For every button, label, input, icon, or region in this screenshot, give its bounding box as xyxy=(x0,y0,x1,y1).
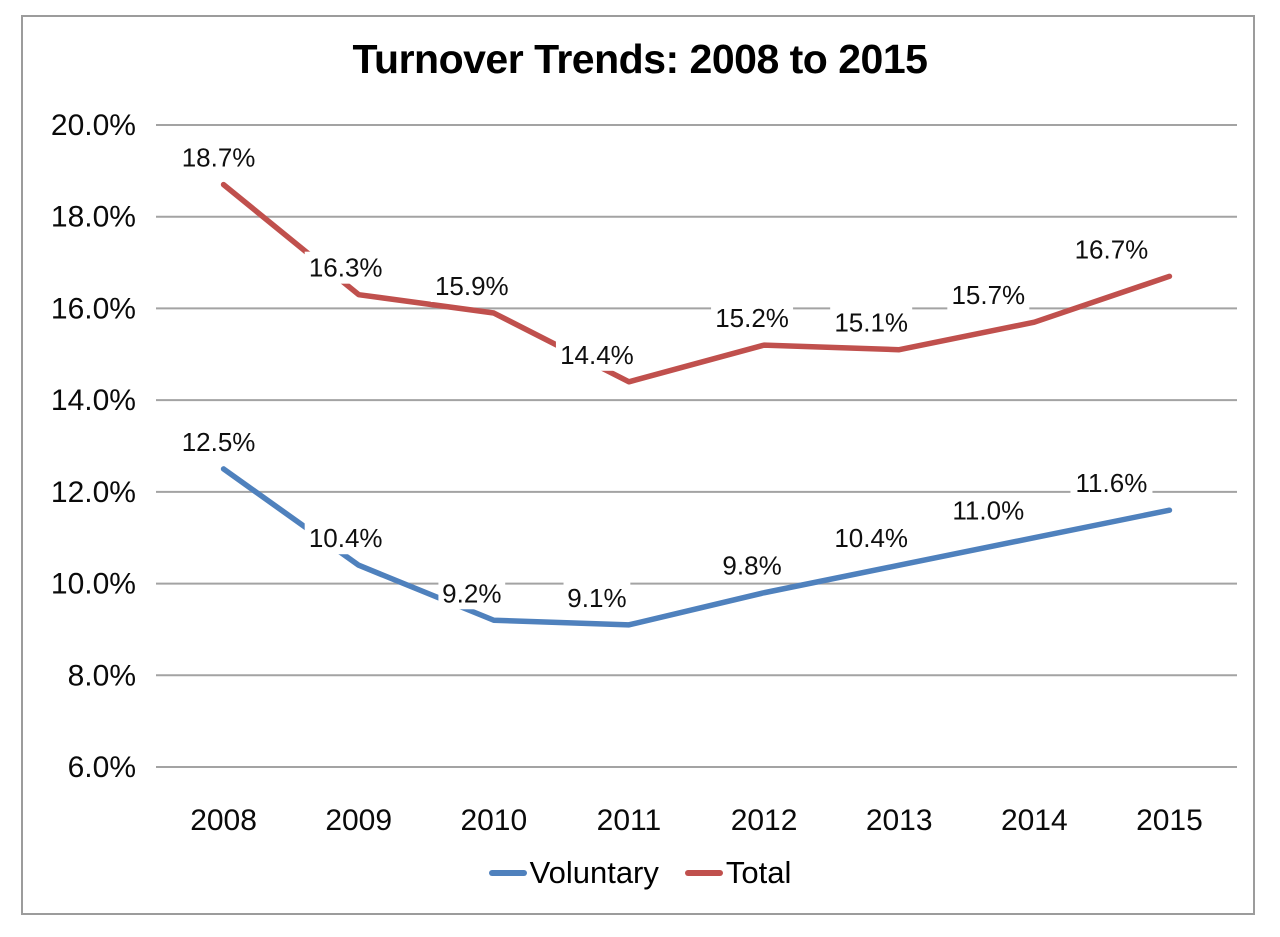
total-line-swatch xyxy=(684,870,723,876)
series-line-voluntary xyxy=(220,466,1173,628)
x-axis-tick-label: 2011 xyxy=(597,804,662,837)
data-label-background xyxy=(563,581,631,614)
y-axis-tick-label: 10.0% xyxy=(51,568,136,601)
y-axis-tick-label: 14.0% xyxy=(51,384,136,417)
x-axis-tick-label: 2012 xyxy=(731,804,798,837)
data-label-total: 15.2% xyxy=(715,303,789,333)
data-label-background xyxy=(438,577,506,610)
legend-item-voluntary: Voluntary xyxy=(488,855,659,891)
data-label-background xyxy=(177,425,260,458)
data-label-background xyxy=(947,494,1030,527)
data-label-background xyxy=(830,306,913,339)
data-label-total: 14.4% xyxy=(560,340,634,370)
data-label-voluntary: 9.1% xyxy=(567,583,626,613)
data-label-background xyxy=(177,141,260,174)
legend-item-total: Total xyxy=(684,855,792,891)
x-axis-tick-label: 2015 xyxy=(1136,804,1203,837)
data-label-background xyxy=(304,522,387,555)
chart-title: Turnover Trends: 2008 to 2015 xyxy=(352,36,928,82)
data-label-background xyxy=(555,338,638,371)
legend: Voluntary Total xyxy=(0,855,1280,891)
data-label-background xyxy=(947,279,1030,312)
data-label-voluntary: 11.6% xyxy=(1076,468,1148,498)
legend-label-total: Total xyxy=(725,855,792,890)
data-label-total: 15.1% xyxy=(834,308,908,338)
x-axis-tick-label: 2010 xyxy=(460,804,527,837)
data-label-voluntary: 10.4% xyxy=(309,523,383,553)
data-label-voluntary: 12.5% xyxy=(182,427,256,457)
x-axis-tick-label: 2014 xyxy=(1001,804,1068,837)
voluntary-line-swatch xyxy=(488,870,527,876)
data-label-background xyxy=(1070,233,1153,266)
series-line-total xyxy=(220,181,1173,385)
data-label-total: 16.3% xyxy=(309,253,383,283)
data-label-background xyxy=(1070,467,1153,500)
data-label-background xyxy=(430,270,513,303)
y-axis-tick-label: 6.0% xyxy=(68,751,136,784)
data-label-voluntary: 10.4% xyxy=(834,523,908,553)
y-axis-tick-label: 16.0% xyxy=(51,292,136,325)
data-label-background xyxy=(304,251,387,284)
data-label-total: 15.9% xyxy=(435,271,509,301)
data-label-total: 15.7% xyxy=(951,280,1025,310)
y-axis-tick-label: 20.0% xyxy=(51,109,136,142)
data-label-background xyxy=(718,549,786,582)
y-axis-tick-label: 18.0% xyxy=(51,201,136,234)
y-axis-tick-label: 12.0% xyxy=(51,476,136,509)
data-label-total: 18.7% xyxy=(182,143,256,173)
data-label-voluntary: 9.2% xyxy=(442,578,501,608)
x-axis-tick-label: 2013 xyxy=(866,804,933,837)
data-label-background xyxy=(830,522,913,555)
legend-label-voluntary: Voluntary xyxy=(529,855,659,890)
data-label-voluntary: 11.0% xyxy=(952,496,1024,526)
x-axis-tick-label: 2009 xyxy=(325,804,392,837)
data-label-background xyxy=(711,302,794,335)
x-axis-tick-label: 2008 xyxy=(190,804,257,837)
data-label-total: 16.7% xyxy=(1075,234,1149,264)
y-axis-tick-label: 8.0% xyxy=(68,659,136,692)
data-label-voluntary: 9.8% xyxy=(722,551,781,581)
